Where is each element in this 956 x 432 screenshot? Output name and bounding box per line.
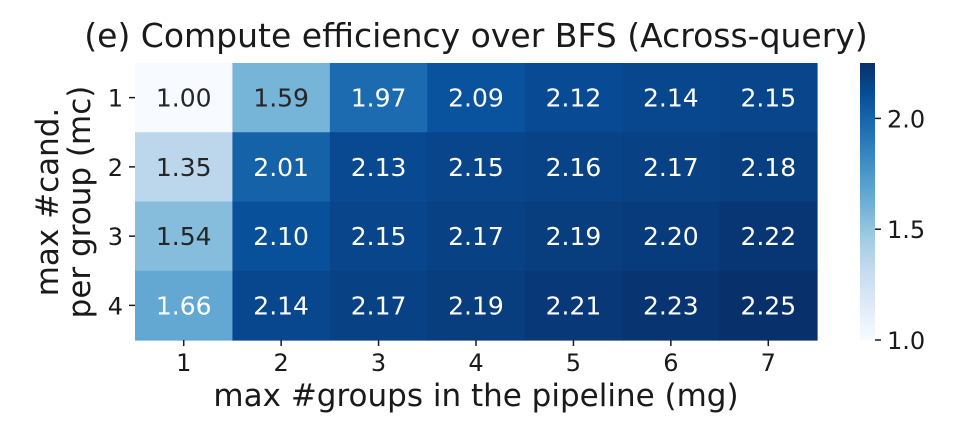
heatmap-cell xyxy=(232,270,331,341)
x-tick-label: 2 xyxy=(273,349,288,377)
cell-value-label: 2.23 xyxy=(643,291,699,320)
heatmap-cell-labels: 1.00 1.59 1.97 2.09 2.12 2.14 2.15 1.35 2.01 2.13… xyxy=(156,84,796,321)
cell-value-label: 2.17 xyxy=(351,291,407,320)
heatmap-cell xyxy=(329,132,428,203)
heatmap-cell xyxy=(622,132,721,203)
heatmap-cell xyxy=(427,201,526,272)
y-tick-label: 2 xyxy=(108,154,123,182)
cell-value-label: 2.25 xyxy=(740,291,796,320)
cell-value-label: 2.14 xyxy=(643,84,699,113)
cell-value-label: 1.97 xyxy=(351,84,407,113)
x-tick-label: 6 xyxy=(663,349,678,377)
x-tick-label: 1 xyxy=(176,349,191,377)
colorbar-ticks: 1.0 1.5 2.0 xyxy=(875,105,925,355)
heatmap-cell xyxy=(329,201,428,272)
x-tick-labels: 1 2 3 4 5 6 7 xyxy=(176,340,776,377)
heatmap-cell xyxy=(719,132,818,203)
chart-title: (e) Compute efficiency over BFS (Across-… xyxy=(84,16,867,55)
x-axis-label: max #groups in the pipeline (mg) xyxy=(213,378,738,414)
cell-value-label: 2.17 xyxy=(448,222,504,251)
colorbar-tick-label: 1.5 xyxy=(887,216,925,244)
y-tick-label: 3 xyxy=(108,223,123,251)
cell-value-label: 1.59 xyxy=(253,84,309,113)
heatmap-cell xyxy=(719,63,818,133)
heatmap-cell xyxy=(622,201,721,272)
y-tick-label: 4 xyxy=(108,292,123,320)
cell-value-label: 2.15 xyxy=(351,222,407,251)
heatmap-cell xyxy=(524,270,623,341)
heatmap-cell xyxy=(232,201,331,272)
heatmap-cell xyxy=(719,201,818,272)
y-tick-labels: 1 2 3 4 xyxy=(108,85,135,320)
heatmap-cell xyxy=(622,270,721,341)
y-axis-label: max #cand. per group (mc) xyxy=(30,86,98,319)
colorbar-tick-label: 1.0 xyxy=(887,327,925,355)
cell-value-label: 2.17 xyxy=(643,153,699,182)
heatmap-cell xyxy=(232,132,331,203)
heatmap-cell xyxy=(427,63,526,133)
cell-value-label: 2.19 xyxy=(546,222,602,251)
heatmap-cell xyxy=(524,201,623,272)
heatmap-cell xyxy=(329,63,428,133)
x-tick-label: 7 xyxy=(761,349,776,377)
cell-value-label: 2.12 xyxy=(546,84,602,113)
cell-value-label: 2.21 xyxy=(546,291,602,320)
colorbar xyxy=(860,63,875,340)
cell-value-label: 1.54 xyxy=(156,222,212,251)
colorbar-tick-label: 2.0 xyxy=(887,105,925,133)
cell-value-label: 2.09 xyxy=(448,84,504,113)
cell-value-label: 2.14 xyxy=(253,291,309,320)
x-tick-label: 3 xyxy=(371,349,386,377)
cell-value-label: 2.13 xyxy=(351,153,407,182)
heatmap-cell xyxy=(427,270,526,341)
y-axis-label-line-2: per group (mc) xyxy=(62,86,98,319)
y-axis-label-line-1: max #cand. xyxy=(30,108,66,297)
cell-value-label: 2.19 xyxy=(448,291,504,320)
cell-value-label: 2.18 xyxy=(740,153,796,182)
y-tick-label: 1 xyxy=(108,85,123,113)
cell-value-label: 2.15 xyxy=(740,84,796,113)
cell-value-label: 2.16 xyxy=(546,153,602,182)
x-tick-label: 4 xyxy=(468,349,483,377)
heatmap-cell xyxy=(622,63,721,133)
heatmap-cell xyxy=(524,63,623,133)
heatmap-cells xyxy=(135,63,818,341)
heatmap-cell xyxy=(135,201,234,272)
heatmap-cell xyxy=(135,63,234,133)
cell-value-label: 1.00 xyxy=(156,84,212,113)
cell-value-label: 2.01 xyxy=(253,153,309,182)
heatmap-cell xyxy=(329,270,428,341)
cell-value-label: 2.20 xyxy=(643,222,699,251)
heatmap-cell xyxy=(719,270,818,341)
heatmap-cell xyxy=(524,132,623,203)
heatmap-cell xyxy=(135,270,234,341)
cell-value-label: 2.22 xyxy=(740,222,796,251)
cell-value-label: 2.10 xyxy=(253,222,309,251)
cell-value-label: 2.15 xyxy=(448,153,504,182)
cell-value-label: 1.66 xyxy=(156,291,212,320)
heatmap-cell xyxy=(135,132,234,203)
heatmap-cell xyxy=(427,132,526,203)
heatmap-cell xyxy=(232,63,331,133)
x-tick-label: 5 xyxy=(566,349,581,377)
cell-value-label: 1.35 xyxy=(156,153,212,182)
